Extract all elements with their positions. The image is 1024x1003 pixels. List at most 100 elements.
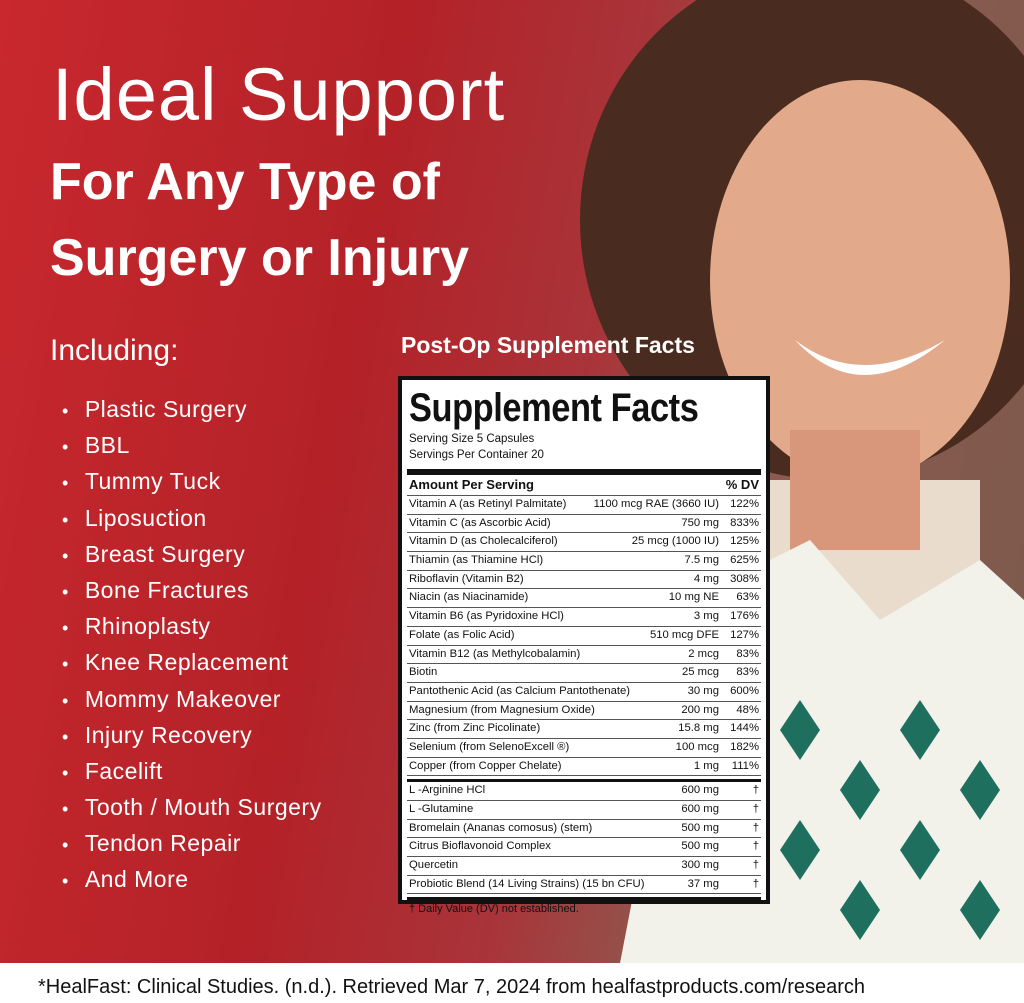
nutrient-name: Citrus Bioflavonoid Complex	[409, 840, 551, 853]
nutrient-name: Folate (as Folic Acid)	[409, 628, 515, 641]
nutrient-amount: 500 mg	[681, 821, 719, 834]
procedure-item: And More	[62, 866, 322, 902]
nutrient-dv: †	[752, 784, 759, 797]
serving-size: Serving Size 5 Capsules	[409, 433, 535, 445]
nutrient-name: Riboflavin (Vitamin B2)	[409, 572, 524, 585]
footnote: † Daily Value (DV) not established.	[409, 903, 579, 916]
nutrient-dv: 600%	[730, 684, 759, 697]
nutrient-dv: 63%	[736, 591, 759, 604]
procedure-item: Facelift	[62, 758, 322, 794]
nutrient-name: Vitamin D (as Cholecalciferol)	[409, 535, 558, 548]
nutrient-dv: 308%	[730, 572, 759, 585]
footer	[0, 963, 1024, 1003]
nutrient-amount: 2 mcg	[688, 647, 719, 660]
nutrient-dv: †	[752, 859, 759, 872]
nutrient-amount: 100 mcg	[675, 740, 719, 753]
nutrient-name: Zinc (from Zinc Picolinate)	[409, 722, 541, 735]
nutrient-amount: 600 mg	[681, 784, 719, 797]
nutrient-name: L -Glutamine	[409, 803, 474, 815]
panel-caption: Post-Op Supplement Facts	[401, 332, 695, 358]
procedure-item: BBL	[62, 432, 322, 468]
nutrient-name: Selenium (from SelenoExcell ®)	[409, 740, 570, 753]
facts-row: Probiotic Blend (14 Living Strains) (15 …	[407, 876, 761, 895]
nutrient-dv: 176%	[730, 610, 759, 623]
nutrient-name: Vitamin A (as Retinyl Palmitate)	[409, 498, 567, 510]
procedure-item: Rhinoplasty	[62, 613, 322, 649]
nutrient-name: Biotin	[409, 666, 438, 679]
procedure-item: Injury Recovery	[62, 722, 322, 758]
facts-row: Niacin (as Niacinamide) 10 mg NE 63%	[407, 589, 761, 609]
nutrient-amount: 7.5 mg	[684, 554, 719, 567]
supplement-facts: Supplement Facts Serving Size 5 Capsules…	[398, 376, 770, 915]
facts-row: Copper (from Copper Chelate) 1 mg 111%	[407, 758, 761, 777]
facts-title: Supplement Facts	[409, 386, 699, 430]
nutrient-amount: 500 mg	[681, 840, 719, 853]
nutrient-name: Quercetin	[409, 859, 458, 872]
facts-row: L -Glutamine 600 mg †	[407, 801, 761, 820]
nutrient-name: Probiotic Blend (14 Living Strains) (15 …	[409, 877, 645, 890]
nutrient-amount: 300 mg	[681, 859, 719, 872]
facts-row: Pantothenic Acid (as Calcium Pantothenat…	[407, 683, 761, 702]
divider	[407, 779, 761, 783]
facts-row: L -Arginine HCl 600 mg †	[407, 782, 761, 801]
nutrient-dv: †	[752, 877, 759, 890]
headline: Ideal Support	[52, 53, 506, 136]
facts-row: Citrus Bioflavonoid Complex 500 mg †	[407, 838, 761, 858]
procedure-item: Tummy Tuck	[62, 468, 322, 504]
nutrient-name: Copper (from Copper Chelate)	[409, 759, 562, 772]
nutrient-amount: 25 mcg	[681, 666, 719, 679]
facts-row: Zinc (from Zinc Picolinate) 15.8 mg 144%	[407, 720, 761, 739]
facts-row: Vitamin B6 (as Pyridoxine HCl) 3 mg 176%	[407, 608, 761, 627]
nutrient-dv: 48%	[736, 703, 759, 716]
facts-row: Vitamin A (as Retinyl Palmitate) 1100 mcg…	[407, 496, 761, 515]
facts-row: Vitamin C (as Ascorbic Acid) 750 mg 833%	[407, 515, 761, 534]
nutrient-dv: 83%	[736, 647, 759, 660]
facts-row: Selenium (from SelenoExcell ®) 100 mcg 182…	[407, 739, 761, 758]
nutrient-dv: 83%	[736, 666, 759, 679]
nutrient-name: Thiamin (as Thiamine HCl)	[409, 554, 544, 567]
header-amount: Amount Per Serving	[409, 477, 534, 492]
nutrient-amount: 37 mg	[687, 877, 719, 890]
nutrient-amount: 15.8 mg	[678, 722, 719, 735]
nutrient-dv: †	[752, 803, 759, 815]
procedure-list: Plastic SurgeryBBLTummy TuckLiposuctionB…	[62, 396, 322, 903]
nutrient-name: Bromelain (Ananas comosus) (stem)	[409, 821, 593, 834]
nutrient-amount: 3 mg	[693, 610, 719, 623]
nutrient-dv: 144%	[730, 722, 759, 735]
nutrient-amount: 10 mg NE	[668, 591, 719, 604]
nutrient-amount: 600 mg	[681, 803, 719, 815]
nutrient-dv: 833%	[730, 516, 759, 529]
nutrient-amount: 1100 mcg RAE (3660 IU)	[593, 498, 719, 510]
facts-row: Quercetin 300 mg †	[407, 857, 761, 876]
procedure-item: Knee Replacement	[62, 649, 322, 685]
servings-per-container: Servings Per Container 20	[409, 449, 544, 461]
facts-row: Bromelain (Ananas comosus) (stem) 500 mg †	[407, 820, 761, 839]
nutrient-dv: †	[752, 840, 759, 853]
facts-row: Biotin 25 mcg 83%	[407, 664, 761, 683]
procedure-item: Bone Fractures	[62, 577, 322, 613]
including-label: Including:	[50, 334, 179, 367]
nutrient-dv: †	[752, 821, 759, 834]
header-dv: % DV	[725, 477, 759, 492]
facts-header: Amount Per Serving % DV	[407, 475, 761, 496]
nutrient-name: Magnesium (from Magnesium Oxide)	[409, 703, 595, 716]
nutrient-amount: 4 mg	[693, 572, 719, 585]
other-rows: L -Arginine HCl 600 mg † L -Glutamine 600 mg…	[405, 782, 763, 895]
procedure-item: Breast Surgery	[62, 541, 322, 577]
nutrient-amount: 25 mcg (1000 IU)	[631, 535, 719, 548]
procedure-item: Mommy Makeover	[62, 686, 322, 722]
nutrient-amount: 750 mg	[681, 516, 719, 529]
nutrient-dv: 182%	[730, 740, 759, 753]
nutrient-name: Vitamin B12 (as Methylcobalamin)	[409, 647, 581, 660]
nutrient-amount: 30 mg	[687, 684, 719, 697]
nutrient-dv: 625%	[730, 554, 759, 567]
nutrient-amount: 510 mcg DFE	[649, 628, 719, 641]
facts-row: Magnesium (from Magnesium Oxide) 200 mg 48…	[407, 702, 761, 721]
divider	[407, 469, 761, 475]
facts-row: Thiamin (as Thiamine HCl) 7.5 mg 625%	[407, 552, 761, 571]
subheadline: Surgery or Injury	[50, 229, 469, 287]
nutrient-dv: 127%	[730, 628, 759, 641]
facts-row: Folate (as Folic Acid) 510 mcg DFE 127%	[407, 627, 761, 646]
nutrient-amount: 1 mg	[693, 759, 719, 772]
